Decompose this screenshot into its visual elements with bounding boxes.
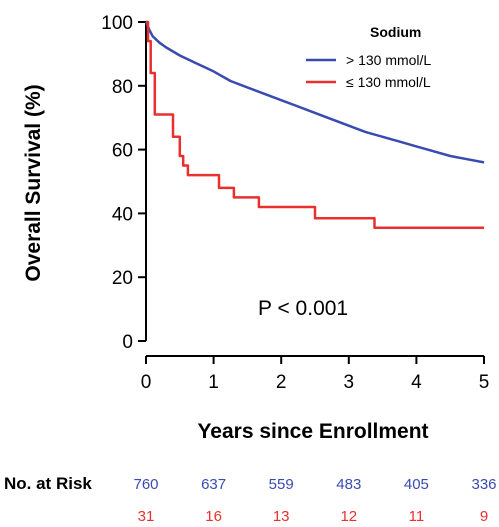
y-tick-label: 0 <box>122 332 133 353</box>
risk-value-above-130: 483 <box>336 476 361 493</box>
x-tick-label: 4 <box>411 372 422 393</box>
x-tick-label: 3 <box>344 372 355 393</box>
axes: 0 20 40 60 80 100 0 1 2 3 4 5 <box>101 13 489 393</box>
x-tick-label: 2 <box>276 372 287 393</box>
legend-label-above-130: > 130 mmol/L <box>346 52 431 68</box>
risk-value-below-130: 9 <box>480 508 488 525</box>
risk-value-below-130: 31 <box>138 508 155 525</box>
x-tick-label: 0 <box>141 372 152 393</box>
risk-table: No. at Risk 760 637 559 483 405 336 31 16 13 12 11… <box>4 474 497 525</box>
y-tick-label: 100 <box>101 13 133 34</box>
legend-title: Sodium <box>370 24 421 40</box>
risk-value-above-130: 336 <box>471 476 496 493</box>
x-tick-label: 1 <box>208 372 219 393</box>
y-tick-label: 80 <box>112 77 133 98</box>
x-tick-label: 5 <box>479 372 490 393</box>
risk-value-above-130: 559 <box>269 476 294 493</box>
risk-value-below-130: 16 <box>205 508 222 525</box>
risk-value-below-130: 13 <box>273 508 290 525</box>
y-tick-label: 20 <box>112 268 133 289</box>
series-layer <box>144 20 485 230</box>
risk-value-below-130: 11 <box>409 508 425 525</box>
risk-table-title: No. at Risk <box>4 474 92 493</box>
legend: Sodium > 130 mmol/L ≤ 130 mmol/L <box>306 24 431 90</box>
x-axis-title: Years since Enrollment <box>197 420 428 443</box>
legend-label-below-130: ≤ 130 mmol/L <box>346 74 431 90</box>
risk-value-above-130: 637 <box>201 476 226 493</box>
series-line-below-130 <box>146 20 484 230</box>
y-tick-label: 60 <box>112 141 133 162</box>
y-tick-label: 40 <box>112 204 133 225</box>
p-value-annotation: P < 0.001 <box>258 297 348 320</box>
series-line-above-130 <box>144 21 485 164</box>
risk-value-below-130: 12 <box>340 508 357 525</box>
y-axis-title: Overall Survival (%) <box>22 84 45 281</box>
risk-value-above-130: 760 <box>133 476 158 493</box>
risk-value-above-130: 405 <box>404 476 429 493</box>
